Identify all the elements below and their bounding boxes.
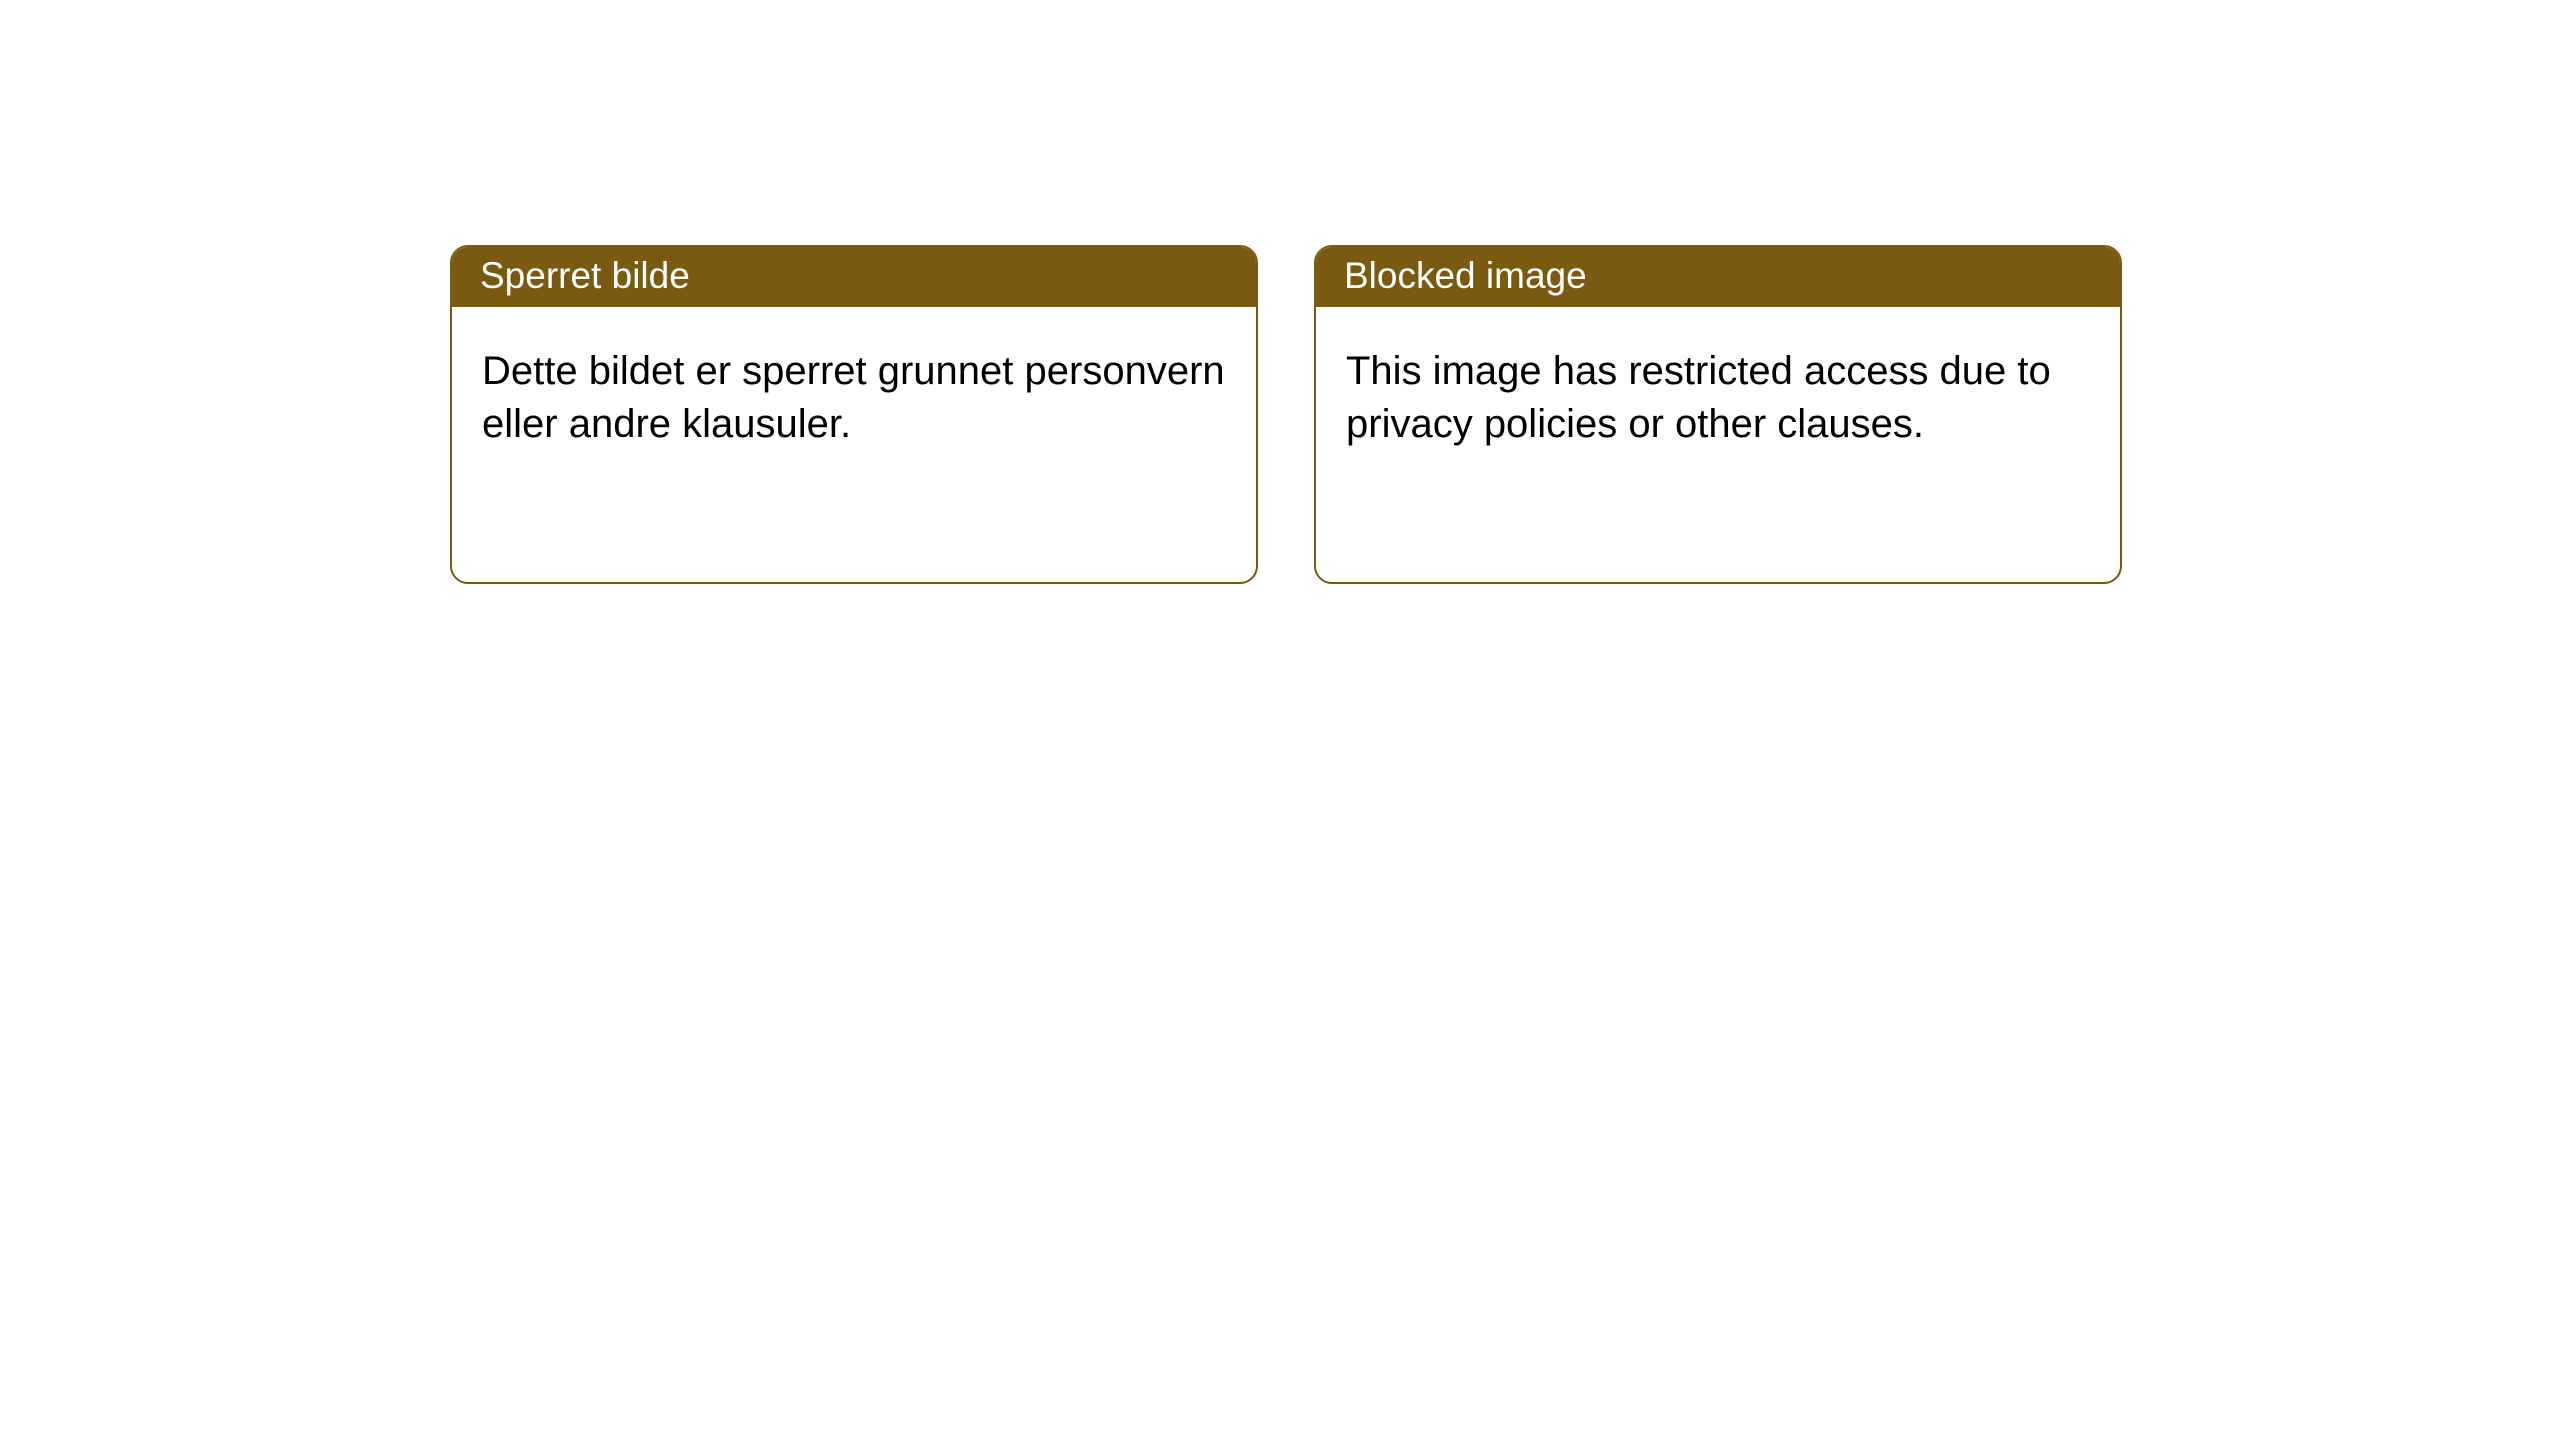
card-message: This image has restricted access due to … bbox=[1346, 349, 2051, 446]
notice-card-english: Blocked image This image has restricted … bbox=[1314, 245, 2122, 584]
notice-container: Sperret bilde Dette bildet er sperret gr… bbox=[0, 0, 2560, 584]
card-title: Sperret bilde bbox=[480, 255, 690, 296]
card-body: Dette bildet er sperret grunnet personve… bbox=[452, 307, 1256, 582]
card-header: Sperret bilde bbox=[452, 247, 1256, 307]
notice-card-norwegian: Sperret bilde Dette bildet er sperret gr… bbox=[450, 245, 1258, 584]
card-title: Blocked image bbox=[1344, 255, 1587, 296]
card-message: Dette bildet er sperret grunnet personve… bbox=[482, 349, 1225, 446]
card-header: Blocked image bbox=[1316, 247, 2120, 307]
card-body: This image has restricted access due to … bbox=[1316, 307, 2120, 582]
